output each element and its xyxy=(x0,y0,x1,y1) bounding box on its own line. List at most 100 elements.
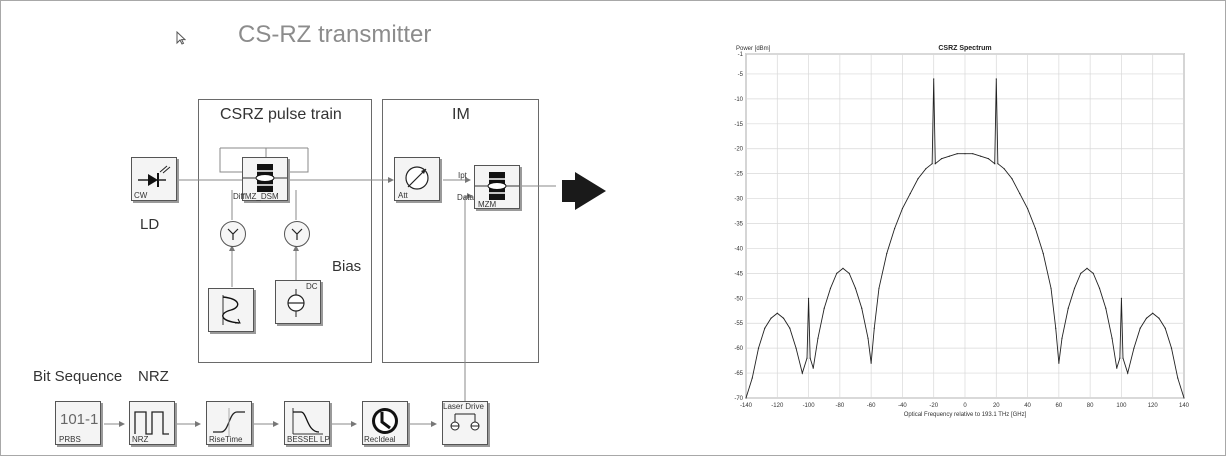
spectrum-data-point xyxy=(1183,397,1185,399)
x-tick-label: -60 xyxy=(867,403,876,409)
spectrum-data-point xyxy=(757,347,760,349)
spectrum-chart: -140 -120 -100 -80 -60 -40 -20 0 20 40 60 80 100 120 1… xyxy=(734,45,1190,418)
spectrum-data-point xyxy=(1152,312,1154,314)
laser-drive-block[interactable]: Laser Drive xyxy=(442,401,488,445)
pulse-train-section xyxy=(198,99,372,363)
receiver-icon xyxy=(372,408,398,434)
spectrum-data-point xyxy=(933,78,935,80)
x-tick-label: -80 xyxy=(836,403,845,409)
x-tick-label: 120 xyxy=(1148,403,1159,409)
spectrum-data-point xyxy=(987,158,990,160)
spectrum-data-point xyxy=(861,307,863,309)
sum-node-left-icon xyxy=(227,228,239,240)
spectrum-data-point xyxy=(994,163,996,165)
spectrum-data-point xyxy=(1061,337,1063,339)
spectrum-data-point xyxy=(1034,227,1036,230)
spectrum-data-point xyxy=(795,347,797,349)
x-tick-label: 140 xyxy=(1179,403,1190,409)
spectrum-data-point xyxy=(1042,252,1044,255)
spectrum-data-point xyxy=(854,287,857,289)
dc-source-block[interactable]: DC xyxy=(275,280,321,324)
spectrum-data-point xyxy=(1158,317,1160,319)
spectrum-data-point xyxy=(925,168,927,170)
prbs-block[interactable]: 101-1 PRBS xyxy=(55,401,101,445)
diffmz-caption: DiffMZ_DSM xyxy=(233,192,279,201)
spectrum-data-point xyxy=(807,297,810,299)
mzm-caption: MZM xyxy=(478,200,497,209)
mzm-data-port: Data xyxy=(457,193,474,202)
diffmz-block[interactable]: DiffMZ_DSM xyxy=(233,157,288,201)
chart-title: CSRZ Spectrum xyxy=(938,45,991,52)
spectrum-data-point xyxy=(836,272,838,274)
spectrum-data-point xyxy=(948,155,950,157)
spectrum-data-point xyxy=(1120,297,1123,299)
spectrum-data-point xyxy=(997,163,999,165)
attenuator-block[interactable]: Att xyxy=(394,157,440,201)
x-tick-label: -40 xyxy=(898,403,907,409)
signal-wires xyxy=(104,147,606,427)
nrz-caption: NRZ xyxy=(132,435,149,444)
y-tick-label: -5 xyxy=(738,72,744,78)
laser-diode-icon xyxy=(138,165,171,187)
x-tick-label: -120 xyxy=(771,403,784,409)
spectrum-data-point xyxy=(917,178,919,180)
spectrum-data-point xyxy=(842,267,844,269)
x-tick-label: 20 xyxy=(993,403,1000,409)
spectrum-data-point xyxy=(812,367,814,369)
y-tick-label: -45 xyxy=(734,271,743,277)
bessel-filter-block[interactable]: BESSEL LP xyxy=(284,401,330,445)
sine-source-block[interactable] xyxy=(208,288,254,332)
spectrum-data-point xyxy=(1116,367,1118,369)
spectrum-data-point xyxy=(809,357,811,359)
spectrum-data-point xyxy=(1139,327,1141,329)
x-tick-label: 80 xyxy=(1087,403,1094,409)
spectrum-data-point xyxy=(931,163,933,165)
spectrum-data-point xyxy=(873,327,875,329)
spectrum-data-point xyxy=(1177,377,1179,379)
spectrum-data-point xyxy=(1067,307,1069,309)
spectrum-data-point xyxy=(1055,327,1057,329)
spectrum-data-point xyxy=(1122,357,1124,359)
y-tick-label: -60 xyxy=(734,346,743,352)
mzm-block[interactable]: MZM xyxy=(474,165,520,209)
spectrum-data-point xyxy=(980,155,982,157)
spectrum-data-point xyxy=(751,377,753,379)
x-axis-label: Optical Frequency relative to 193.1 THz … xyxy=(904,412,1027,418)
bit-sequence-label: Bit Sequence xyxy=(33,368,123,385)
rise-edge-icon xyxy=(213,408,245,436)
spectrum-data-point xyxy=(901,207,904,210)
spectrum-data-point xyxy=(1105,307,1107,309)
y-tick-label: -65 xyxy=(734,371,743,377)
nrz-block[interactable]: NRZ xyxy=(129,401,175,445)
current-source-icon xyxy=(287,289,305,317)
y-tick-label: -10 xyxy=(734,97,743,103)
spectrum-data-point xyxy=(1019,192,1021,195)
spectrum-data-point xyxy=(823,307,825,309)
spectrum-data-point xyxy=(745,397,747,399)
spectrum-data-point xyxy=(1111,337,1113,339)
y-tick-label: -20 xyxy=(734,147,743,153)
risetime-caption: RiseTime xyxy=(209,435,243,444)
im-label: IM xyxy=(452,106,470,123)
x-tick-label: 40 xyxy=(1024,403,1031,409)
page-title: CS-RZ transmitter xyxy=(238,21,432,48)
mzm-input-port: Ipt xyxy=(458,171,467,180)
im-section xyxy=(382,99,539,363)
sum-node-right xyxy=(284,221,310,247)
prbs-glyph: 101-1 xyxy=(60,411,99,428)
laser-diode-block[interactable]: CW xyxy=(131,157,177,201)
modulator-icon xyxy=(475,172,519,200)
spectrum-data-point xyxy=(1026,207,1029,210)
spectrum-data-point xyxy=(940,158,943,160)
bias-label: Bias xyxy=(332,258,362,275)
y-tick-label: -30 xyxy=(734,197,743,203)
spectrum-data-point xyxy=(1127,372,1129,374)
spectrum-data-point xyxy=(764,327,766,329)
x-tick-label: -140 xyxy=(740,403,753,409)
spectrum-data-point xyxy=(1133,347,1135,349)
risetime-block[interactable]: RiseTime xyxy=(206,401,252,445)
attenuator-icon xyxy=(405,166,429,190)
recideal-block[interactable]: RecIdeal xyxy=(362,401,408,445)
spectrum-data-point xyxy=(801,372,803,374)
x-tick-label: 100 xyxy=(1116,403,1127,409)
